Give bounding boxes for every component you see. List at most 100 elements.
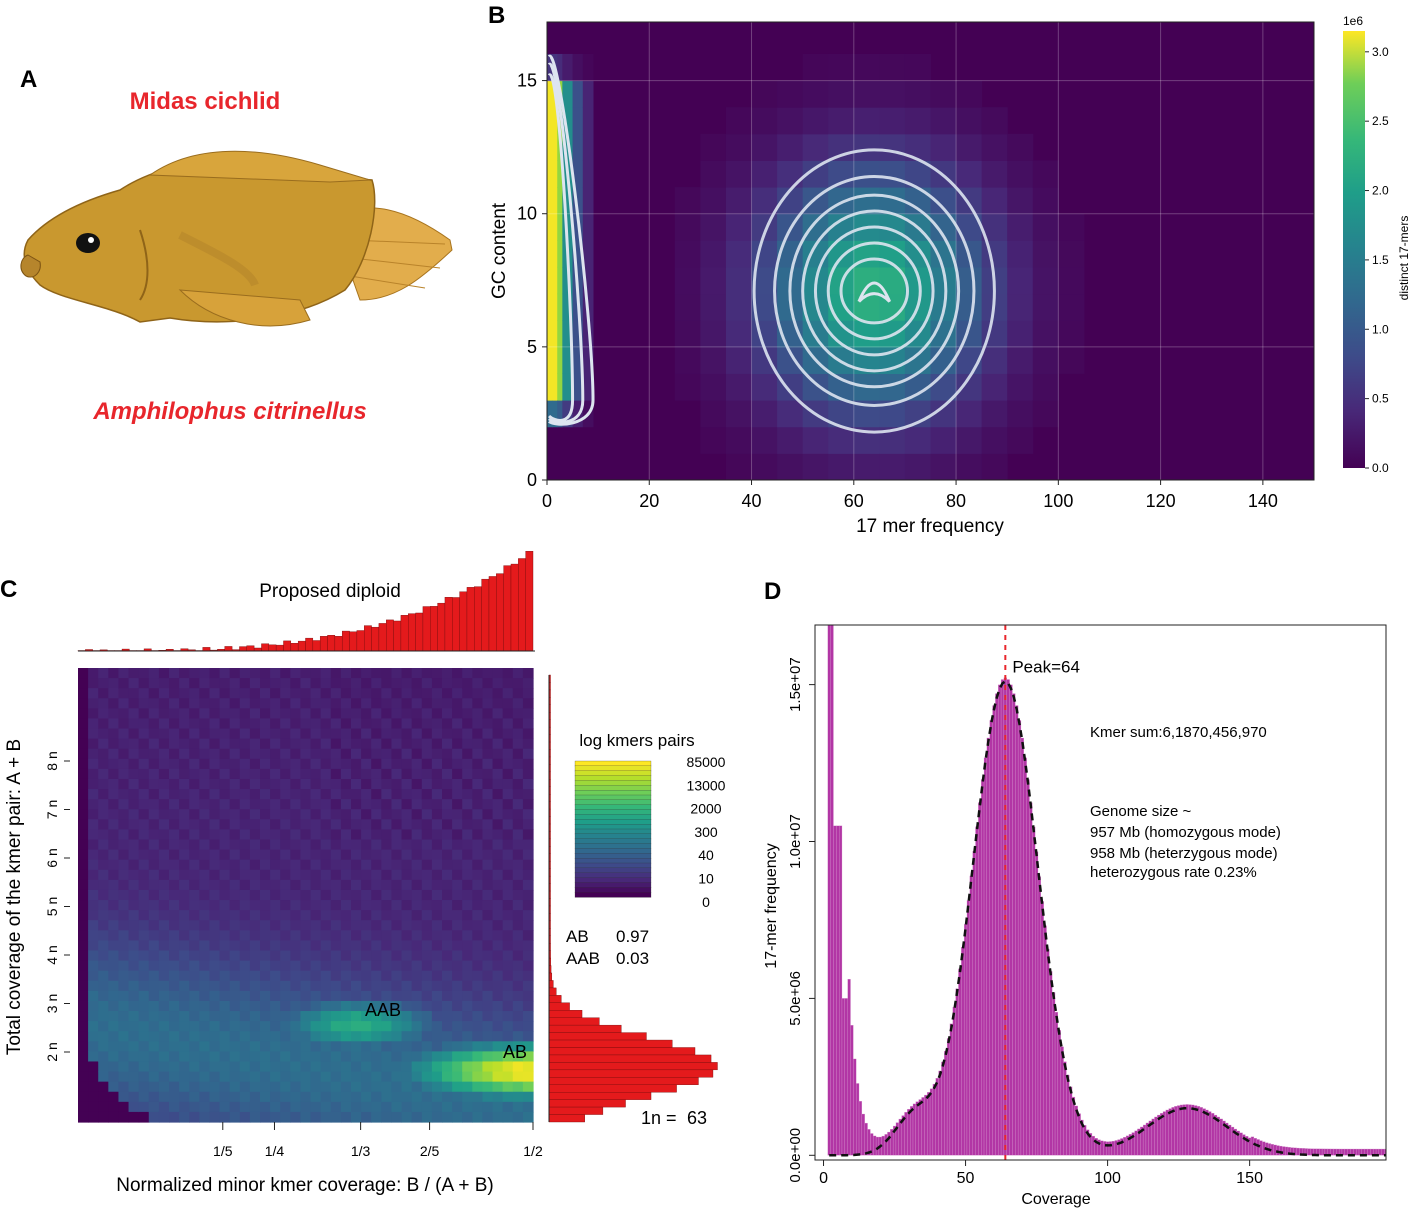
smudge-cell: [98, 678, 109, 689]
smudge-y-tick-label: 2 n: [44, 1042, 60, 1061]
smudge-cell: [522, 859, 534, 871]
smudge-cell: [421, 809, 433, 820]
smudge-cell: [431, 668, 443, 679]
smudge-cell: [492, 990, 504, 1002]
gc-heat-cell: [751, 320, 778, 348]
smudge-cell: [78, 809, 89, 820]
gc-heat-cell: [725, 346, 753, 374]
smudge-cell: [249, 889, 261, 901]
smudge-cell: [179, 718, 190, 730]
smudge-cell: [340, 930, 352, 941]
smudge-cell: [502, 768, 514, 780]
smudge-cell: [229, 950, 241, 962]
gc-heat-cell: [904, 107, 931, 135]
smudge-cell: [401, 678, 413, 689]
smudge-cell: [472, 930, 484, 941]
smudge-cell: [502, 869, 514, 881]
gc-contour: [752, 148, 996, 434]
smudge-cell: [381, 1011, 393, 1022]
smudge-cell: [199, 849, 211, 861]
smudge-cell: [351, 879, 362, 891]
smudge-cell: [169, 849, 180, 861]
smudge-cell: [179, 1081, 190, 1093]
gc-heat-cell: [853, 80, 880, 108]
smudge-cell: [98, 708, 109, 720]
smudge-cell: [472, 1111, 484, 1123]
smudge-cell: [229, 1051, 241, 1063]
smudge-cell: [361, 728, 372, 740]
smudge-cell: [442, 799, 453, 810]
gc-heat-cell: [930, 453, 957, 480]
smudge-cell: [260, 698, 271, 709]
legend-swatch: [574, 809, 652, 815]
smudge-cell: [482, 849, 494, 861]
smudge-cell: [381, 859, 393, 871]
smudge-cell: [391, 688, 403, 699]
smudge-cell: [371, 1011, 382, 1022]
smudge-cell: [88, 1091, 99, 1103]
smudge-cell: [391, 900, 403, 911]
smudge-cell: [320, 738, 332, 750]
smudge-cell: [148, 778, 160, 790]
kmer-bar: [1367, 1148, 1371, 1156]
smudge-cell: [169, 920, 180, 931]
gc-heat-cell: [1032, 213, 1059, 241]
smudge-cell: [108, 728, 120, 740]
smudge-cell: [158, 768, 170, 780]
smudge-cell: [421, 839, 433, 851]
gc-heat-cell: [547, 187, 553, 215]
smudge-cell: [431, 920, 443, 931]
smudge-cell: [229, 869, 241, 881]
smudge-cell: [462, 940, 473, 952]
smudge-cell: [199, 1081, 211, 1093]
kmer-x-axis: 0 50 100 150: [819, 1160, 1263, 1187]
smudge-cell: [522, 708, 534, 720]
kmer-bar: [1307, 1148, 1311, 1156]
smudge-cell: [472, 960, 484, 972]
smudge-cell: [290, 1021, 302, 1032]
gc-heat-cell: [725, 293, 753, 321]
smudge-cell: [391, 859, 403, 871]
smudge-cell: [512, 678, 524, 689]
top-histogram-bar: [268, 644, 277, 652]
kmer-bar: [1296, 1147, 1300, 1156]
smudge-cell: [290, 839, 302, 851]
gc-heat-cell: [879, 80, 906, 108]
legend-swatch: [574, 804, 652, 811]
smudge-cell: [502, 970, 514, 982]
smudge-cell: [249, 789, 261, 800]
gc-contour: [839, 257, 909, 325]
smudge-cell: [249, 1021, 261, 1032]
smudge-cell: [502, 849, 514, 861]
gc-heat-cell: [802, 80, 829, 108]
smudge-cell: [472, 718, 484, 730]
smudge-cell: [522, 1081, 534, 1093]
smudge-cell: [452, 869, 463, 881]
smudge-x-tick-label: 1/2: [523, 1143, 543, 1159]
smudge-cell: [381, 698, 393, 709]
smudge-cell: [239, 778, 251, 790]
smudge-cell: [330, 990, 342, 1002]
smudge-cell: [78, 849, 89, 861]
gc-heat-cell: [853, 266, 880, 295]
smudge-cell: [492, 940, 504, 952]
smudge-cell: [381, 799, 393, 810]
smudge-cell: [158, 1081, 170, 1093]
smudge-cell: [421, 1041, 433, 1052]
smudge-cell: [229, 758, 241, 770]
smudge-cell: [502, 1021, 514, 1032]
smudge-cell: [340, 990, 352, 1002]
smudge-cell: [189, 839, 200, 851]
smudge-cell: [361, 950, 372, 962]
smudge-cell: [381, 668, 393, 679]
smudge-cell: [118, 940, 130, 952]
smudge-cell: [371, 900, 382, 911]
smudge-cell: [78, 688, 89, 699]
smudge-cell: [270, 920, 281, 931]
smudge-cell: [98, 900, 109, 911]
smudge-cell: [128, 960, 140, 972]
smudge-cell: [492, 1081, 504, 1093]
smudge-cell: [270, 889, 281, 901]
smudge-cell: [351, 950, 362, 962]
smudge-cell: [280, 839, 291, 851]
